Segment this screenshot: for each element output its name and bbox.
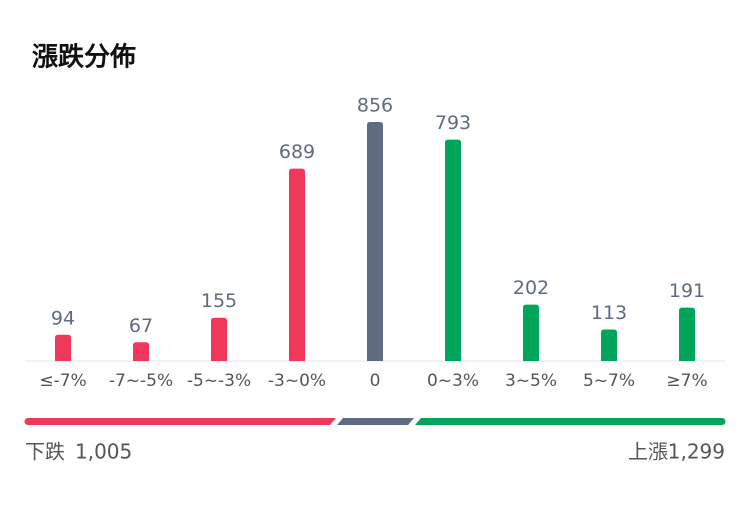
value-label: 202 xyxy=(513,277,549,299)
bar xyxy=(523,304,539,361)
value-label: 94 xyxy=(51,307,75,329)
x-tick-label: 3~5% xyxy=(505,371,557,391)
x-tick-label: 0 xyxy=(370,371,381,391)
value-label: 191 xyxy=(669,280,705,302)
bar xyxy=(445,139,461,361)
down-bar xyxy=(24,418,336,425)
value-label: 113 xyxy=(591,302,627,324)
down-total: 1,005 xyxy=(75,440,132,464)
bar xyxy=(601,329,617,361)
chart-title: 漲跌分佈 xyxy=(32,42,136,73)
bar xyxy=(367,122,383,361)
bar xyxy=(289,168,305,361)
x-tick-label: -5~-3% xyxy=(187,371,251,391)
bar xyxy=(133,342,149,361)
x-tick-label: -3~0% xyxy=(268,371,326,391)
x-tick-label: -7~-5% xyxy=(109,371,173,391)
bar xyxy=(679,307,695,361)
x-tick-label: ≥7% xyxy=(666,371,707,391)
x-tick-label: 5~7% xyxy=(583,371,635,391)
x-tick-label: 0~3% xyxy=(427,371,479,391)
value-label: 155 xyxy=(201,290,237,312)
value-label: 67 xyxy=(129,315,153,337)
down-label: 下跌 xyxy=(25,440,65,464)
value-label: 856 xyxy=(357,95,393,117)
value-label: 689 xyxy=(279,141,315,163)
flat-bar xyxy=(337,418,414,425)
up-total: 1,299 xyxy=(668,440,725,464)
up-label: 上漲 xyxy=(628,440,668,464)
value-label: 793 xyxy=(435,112,471,134)
up-bar xyxy=(415,418,726,425)
bar xyxy=(211,317,227,361)
bar xyxy=(55,334,71,361)
x-tick-label: ≤-7% xyxy=(39,371,86,391)
